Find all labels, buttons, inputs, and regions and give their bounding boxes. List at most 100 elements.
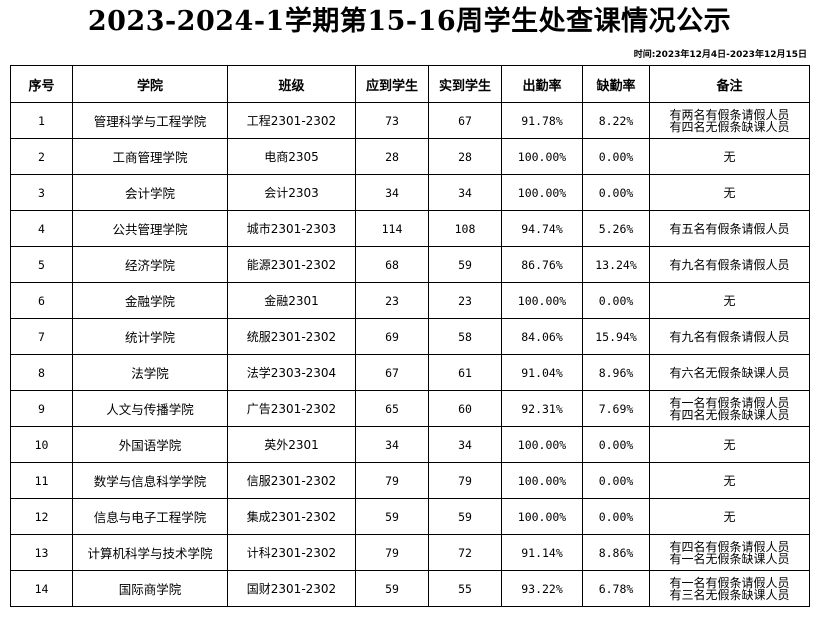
row-school: 外国语学院 (72, 426, 228, 463)
row-actual: 23 (428, 282, 502, 319)
row-attendance-rate: 100.00% (501, 462, 583, 499)
row-note: 有一名有假条请假人员 有四名无假条缺课人员 (649, 390, 810, 427)
row-class: 工程2301-2302 (227, 102, 356, 139)
row-attendance-rate: 100.00% (501, 498, 583, 535)
row-number: 9 (10, 390, 73, 427)
table-row: 10 外国语学院 英外2301 34 34 100.00% 0.00% 无 (10, 426, 810, 463)
row-expected: 23 (355, 282, 429, 319)
row-expected: 79 (355, 534, 429, 571)
row-class: 英外2301 (227, 426, 356, 463)
row-expected: 67 (355, 354, 429, 391)
header-no: 序号 (10, 65, 73, 103)
row-absence-rate: 5.26% (582, 210, 650, 247)
note-line: 有四名无假条缺课人员 (669, 407, 790, 422)
attendance-table: 序号 学院 班级 应到学生 实到学生 出勤率 缺勤率 备注 1 管理科学与工程学院… (10, 65, 810, 607)
row-note: 无 (649, 498, 810, 535)
row-absence-rate: 0.00% (582, 282, 650, 319)
row-class: 广告2301-2302 (227, 390, 356, 427)
row-expected: 65 (355, 390, 429, 427)
note-line: 有四名无假条缺课人员 (669, 119, 790, 134)
table-row: 8 法学院 法学2303-2304 67 61 91.04% 8.96% 有六名无假条缺课人员 (10, 354, 810, 391)
row-school: 会计学院 (72, 174, 228, 211)
note-line: 无 (723, 293, 736, 308)
row-note: 有九名有假条请假人员 (649, 318, 810, 355)
row-absence-rate: 0.00% (582, 462, 650, 499)
row-absence-rate: 0.00% (582, 174, 650, 211)
note-line: 有两名有假条请假人员 (669, 107, 790, 122)
row-absence-rate: 6.78% (582, 570, 650, 607)
row-number: 10 (10, 426, 73, 463)
row-note: 无 (649, 138, 810, 175)
row-number: 13 (10, 534, 73, 571)
row-expected: 59 (355, 570, 429, 607)
row-note: 有五名有假条请假人员 (649, 210, 810, 247)
note-line: 有一名有假条请假人员 (669, 575, 790, 590)
row-school: 法学院 (72, 354, 228, 391)
row-number: 6 (10, 282, 73, 319)
row-class: 城市2301-2303 (227, 210, 356, 247)
row-absence-rate: 0.00% (582, 138, 650, 175)
row-attendance-rate: 100.00% (501, 426, 583, 463)
table-row: 2 工商管理学院 电商2305 28 28 100.00% 0.00% 无 (10, 138, 810, 175)
header-absence-rate: 缺勤率 (582, 65, 650, 103)
row-class: 能源2301-2302 (227, 246, 356, 283)
note-line: 有三名无假条缺课人员 (669, 587, 790, 602)
row-absence-rate: 8.96% (582, 354, 650, 391)
header-note: 备注 (649, 65, 810, 103)
row-absence-rate: 8.22% (582, 102, 650, 139)
row-school: 数学与信息科学学院 (72, 462, 228, 499)
row-expected: 28 (355, 138, 429, 175)
note-line: 无 (723, 437, 736, 452)
row-note: 有两名有假条请假人员 有四名无假条缺课人员 (649, 102, 810, 139)
row-attendance-rate: 100.00% (501, 138, 583, 175)
row-actual: 55 (428, 570, 502, 607)
table-row: 7 统计学院 统服2301-2302 69 58 84.06% 15.94% 有九名有假条请假… (10, 318, 810, 355)
row-school: 工商管理学院 (72, 138, 228, 175)
note-line: 有一名有假条请假人员 (669, 395, 790, 410)
note-line: 有一名无假条缺课人员 (669, 551, 790, 566)
row-school: 信息与电子工程学院 (72, 498, 228, 535)
row-attendance-rate: 92.31% (501, 390, 583, 427)
note-line: 无 (723, 149, 736, 164)
row-note: 有一名有假条请假人员 有三名无假条缺课人员 (649, 570, 810, 607)
row-expected: 69 (355, 318, 429, 355)
row-number: 11 (10, 462, 73, 499)
row-note: 无 (649, 462, 810, 499)
row-number: 5 (10, 246, 73, 283)
row-note: 有六名无假条缺课人员 (649, 354, 810, 391)
table-row: 5 经济学院 能源2301-2302 68 59 86.76% 13.24% 有九名有假条请假… (10, 246, 810, 283)
row-actual: 34 (428, 174, 502, 211)
row-expected: 73 (355, 102, 429, 139)
row-attendance-rate: 86.76% (501, 246, 583, 283)
row-attendance-rate: 94.74% (501, 210, 583, 247)
table-row: 3 会计学院 会计2303 34 34 100.00% 0.00% 无 (10, 174, 810, 211)
row-attendance-rate: 91.78% (501, 102, 583, 139)
row-class: 金融2301 (227, 282, 356, 319)
row-actual: 58 (428, 318, 502, 355)
row-school: 公共管理学院 (72, 210, 228, 247)
table-row: 1 管理科学与工程学院 工程2301-2302 73 67 91.78% 8.22% 有两名有… (10, 102, 810, 139)
date-range: 时间:2023年12月4日-2023年12月15日 (633, 50, 807, 60)
row-class: 法学2303-2304 (227, 354, 356, 391)
row-note: 无 (649, 426, 810, 463)
row-school: 经济学院 (72, 246, 228, 283)
row-class: 集成2301-2302 (227, 498, 356, 535)
row-expected: 34 (355, 426, 429, 463)
row-absence-rate: 7.69% (582, 390, 650, 427)
row-absence-rate: 0.00% (582, 426, 650, 463)
table-row: 14 国际商学院 国财2301-2302 59 55 93.22% 6.78% 有一名有假条请… (10, 570, 810, 607)
table-row: 12 信息与电子工程学院 集成2301-2302 59 59 100.00% 0.00% 无 (10, 498, 810, 535)
page-title: 2023-2024-1学期第15-16周学生处查课情况公示 (87, 6, 732, 37)
row-number: 7 (10, 318, 73, 355)
row-attendance-rate: 91.04% (501, 354, 583, 391)
row-school: 管理科学与工程学院 (72, 102, 228, 139)
row-absence-rate: 0.00% (582, 498, 650, 535)
row-number: 1 (10, 102, 73, 139)
row-actual: 59 (428, 498, 502, 535)
row-number: 12 (10, 498, 73, 535)
row-school: 计算机科学与技术学院 (72, 534, 228, 571)
table-row: 13 计算机科学与技术学院 计科2301-2302 79 72 91.14% 8.86% 有四… (10, 534, 810, 571)
row-class: 会计2303 (227, 174, 356, 211)
row-school: 金融学院 (72, 282, 228, 319)
row-school: 国际商学院 (72, 570, 228, 607)
